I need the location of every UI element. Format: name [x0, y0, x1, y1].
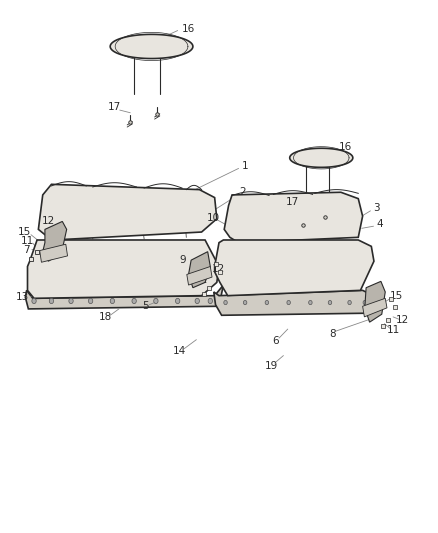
- Text: 7: 7: [23, 245, 30, 255]
- Polygon shape: [110, 34, 193, 59]
- Text: 5: 5: [143, 301, 149, 311]
- Circle shape: [328, 301, 332, 305]
- Text: 4: 4: [377, 219, 383, 229]
- Text: 12: 12: [42, 216, 55, 227]
- Circle shape: [110, 298, 115, 304]
- Circle shape: [176, 298, 180, 304]
- Text: 11: 11: [386, 325, 400, 335]
- Text: 16: 16: [339, 142, 352, 152]
- Text: 11: 11: [21, 236, 34, 246]
- Polygon shape: [43, 221, 67, 261]
- Text: 17: 17: [108, 102, 121, 112]
- Polygon shape: [40, 244, 67, 262]
- Text: 12: 12: [212, 264, 225, 274]
- Polygon shape: [188, 252, 210, 288]
- Circle shape: [154, 298, 158, 304]
- Circle shape: [69, 298, 73, 304]
- Circle shape: [195, 298, 199, 304]
- Text: 6: 6: [272, 336, 279, 346]
- Polygon shape: [224, 192, 363, 243]
- Text: 9: 9: [179, 255, 186, 265]
- Circle shape: [224, 301, 227, 305]
- Text: 17: 17: [286, 197, 299, 207]
- Polygon shape: [25, 285, 223, 309]
- Circle shape: [132, 298, 136, 304]
- Polygon shape: [365, 281, 385, 322]
- Text: 11: 11: [195, 274, 208, 285]
- Circle shape: [309, 301, 312, 305]
- Text: 16: 16: [182, 24, 195, 34]
- Circle shape: [88, 298, 93, 304]
- Polygon shape: [187, 266, 212, 285]
- Circle shape: [32, 298, 36, 304]
- Circle shape: [49, 298, 53, 304]
- Polygon shape: [214, 290, 374, 316]
- Text: 18: 18: [99, 312, 112, 322]
- Circle shape: [287, 301, 290, 305]
- Polygon shape: [290, 148, 353, 167]
- Text: 12: 12: [396, 314, 409, 325]
- Circle shape: [348, 301, 351, 305]
- Text: 10: 10: [207, 213, 220, 223]
- Text: 19: 19: [265, 361, 278, 371]
- Polygon shape: [215, 240, 374, 296]
- Text: 8: 8: [330, 329, 336, 340]
- Polygon shape: [39, 184, 217, 240]
- Text: 15: 15: [390, 290, 403, 301]
- Text: 13: 13: [16, 292, 29, 302]
- Polygon shape: [28, 240, 219, 298]
- Polygon shape: [363, 298, 387, 317]
- Circle shape: [363, 301, 367, 305]
- Text: 1: 1: [242, 161, 248, 171]
- Circle shape: [244, 301, 247, 305]
- Text: 14: 14: [172, 346, 186, 357]
- Text: 15: 15: [18, 227, 31, 237]
- Text: 3: 3: [373, 203, 380, 213]
- Circle shape: [208, 298, 212, 304]
- Text: 2: 2: [240, 187, 246, 197]
- Circle shape: [265, 301, 268, 305]
